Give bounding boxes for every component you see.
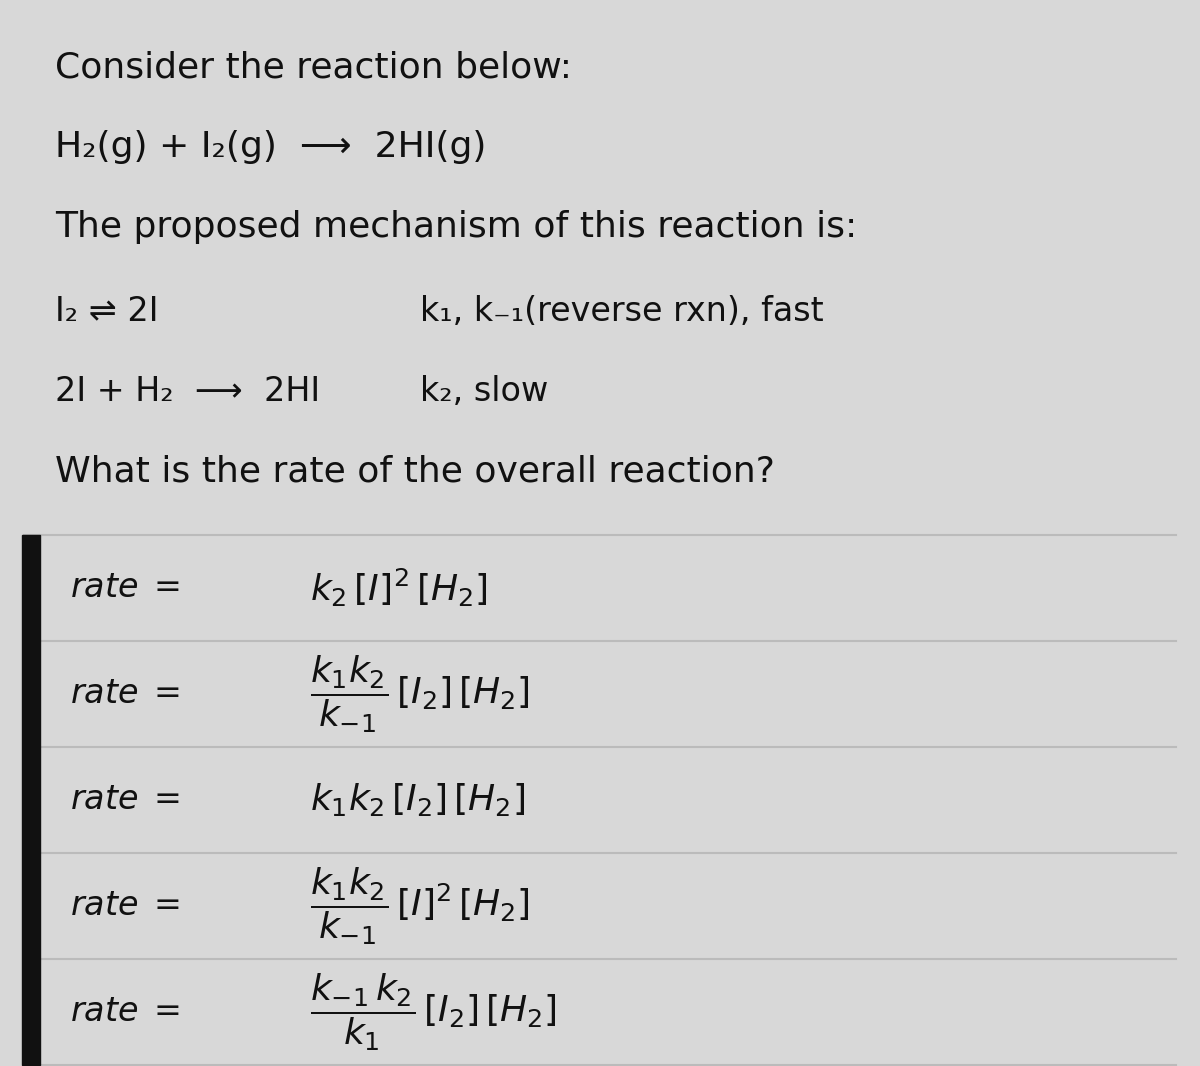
Text: $k_2\,[I]^2\,[H_2]$: $k_2\,[I]^2\,[H_2]$ bbox=[310, 567, 487, 609]
Text: H₂(g) + I₂(g)  ⟶  2HI(g): H₂(g) + I₂(g) ⟶ 2HI(g) bbox=[55, 130, 486, 164]
Text: $\mathit{rate}$$\; =$: $\mathit{rate}$$\; =$ bbox=[70, 572, 180, 604]
Text: k₁, k₋₁(reverse rxn), fast: k₁, k₋₁(reverse rxn), fast bbox=[420, 295, 823, 328]
Text: Consider the reaction below:: Consider the reaction below: bbox=[55, 50, 572, 84]
Text: $k_1 k_2\,[I_2]\,[H_2]$: $k_1 k_2\,[I_2]\,[H_2]$ bbox=[310, 781, 526, 819]
Text: $\mathit{rate}$$\; =$: $\mathit{rate}$$\; =$ bbox=[70, 890, 180, 922]
Text: What is the rate of the overall reaction?: What is the rate of the overall reaction… bbox=[55, 455, 775, 489]
Bar bbox=[22, 535, 40, 1065]
Text: 2I + H₂  ⟶  2HI: 2I + H₂ ⟶ 2HI bbox=[55, 375, 320, 408]
Text: k₂, slow: k₂, slow bbox=[420, 375, 548, 408]
Text: $\mathit{rate}$$\; =$: $\mathit{rate}$$\; =$ bbox=[70, 784, 180, 815]
Text: The proposed mechanism of this reaction is:: The proposed mechanism of this reaction … bbox=[55, 210, 857, 244]
Text: I₂ ⇌ 2I: I₂ ⇌ 2I bbox=[55, 295, 158, 328]
Text: $\dfrac{k_{-1}\,k_2}{k_1}\,[I_2]\,[H_2]$: $\dfrac{k_{-1}\,k_2}{k_1}\,[I_2]\,[H_2]$ bbox=[310, 971, 557, 1052]
Text: $\mathit{rate}$$\; =$: $\mathit{rate}$$\; =$ bbox=[70, 678, 180, 710]
Text: $\dfrac{k_1 k_2}{k_{-1}}\,[I_2]\,[H_2]$: $\dfrac{k_1 k_2}{k_{-1}}\,[I_2]\,[H_2]$ bbox=[310, 653, 529, 734]
Text: $\mathit{rate}$$\; =$: $\mathit{rate}$$\; =$ bbox=[70, 996, 180, 1028]
Text: $\dfrac{k_1 k_2}{k_{-1}}\,[I]^2\,[H_2]$: $\dfrac{k_1 k_2}{k_{-1}}\,[I]^2\,[H_2]$ bbox=[310, 866, 530, 947]
